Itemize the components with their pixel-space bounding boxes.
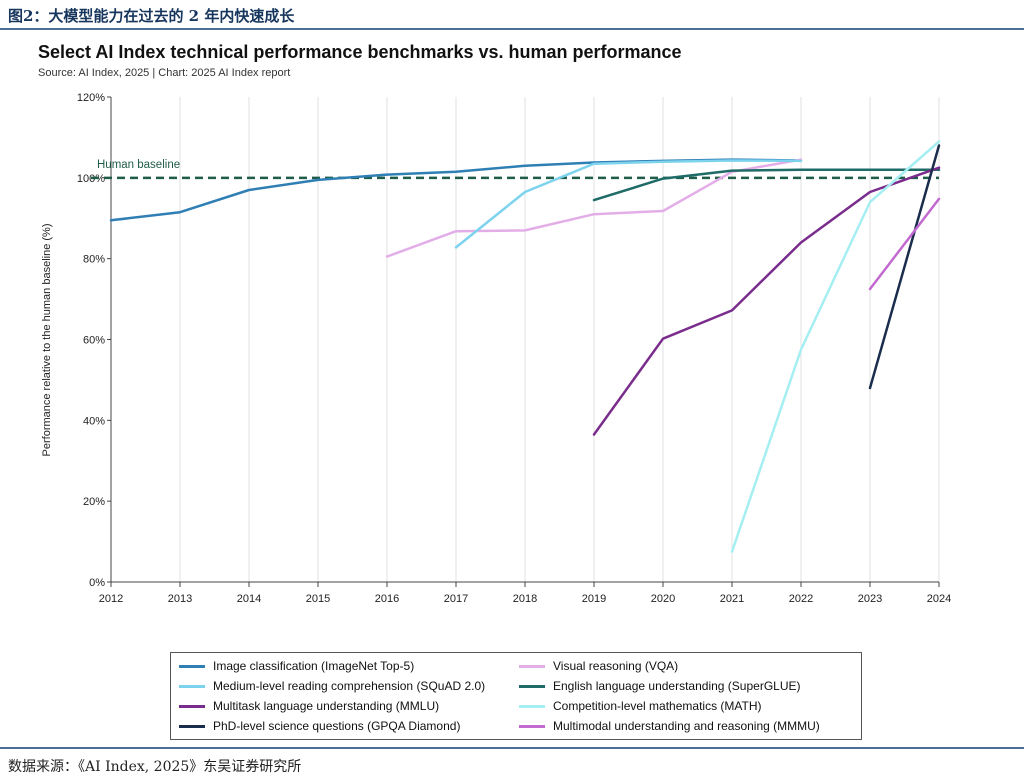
- x-tick-label: 2013: [168, 593, 192, 605]
- legend-swatch: [179, 684, 205, 688]
- y-tick-label: 40%: [83, 415, 105, 427]
- legend-swatch: [519, 684, 545, 688]
- x-tick-label: 2014: [237, 593, 261, 605]
- series-line-8: [868, 197, 941, 291]
- legend-item: Multimodal understanding and reasoning (…: [519, 718, 820, 734]
- legend-item: Image classification (ImageNet Top-5): [179, 658, 414, 674]
- x-tick-label: 2017: [444, 593, 468, 605]
- legend-swatch: [519, 704, 545, 708]
- legend-label: Visual reasoning (VQA): [553, 659, 679, 673]
- legend-item: Competition-level mathematics (MATH): [519, 698, 762, 714]
- legend-label: English language understanding (SuperGLU…: [553, 679, 801, 693]
- legend-label: Competition-level mathematics (MATH): [553, 699, 762, 713]
- y-tick-label: 80%: [83, 254, 105, 266]
- legend-swatch: [179, 664, 205, 668]
- line-chart: Select AI Index technical performance be…: [38, 42, 951, 605]
- legend-swatch: [179, 704, 205, 708]
- figure-caption: 图2：大模型能力在过去的 2 年内快速成长: [8, 7, 295, 25]
- legend-label: Multimodal understanding and reasoning (…: [553, 719, 820, 733]
- legend-item: English language understanding (SuperGLU…: [519, 678, 801, 694]
- series-line-7: [868, 144, 941, 390]
- series-line-5: [592, 166, 941, 436]
- x-tick-label: 2018: [513, 593, 537, 605]
- legend-swatch: [179, 724, 205, 728]
- figure-source: 数据来源：《AI Index, 2025》东吴证券研究所: [8, 759, 302, 775]
- bottom-rule: [0, 747, 1024, 749]
- legend-label: Image classification (ImageNet Top-5): [213, 659, 415, 673]
- x-tick-label: 2012: [99, 593, 123, 605]
- legend-label: PhD-level science questions (GPQA Diamon…: [213, 719, 461, 733]
- y-tick-label: 120%: [77, 92, 105, 104]
- chart-title: Select AI Index technical performance be…: [38, 42, 682, 62]
- x-tick-label: 2021: [720, 593, 744, 605]
- y-tick-label: 60%: [83, 335, 105, 347]
- legend-item: Multitask language understanding (MMLU): [179, 698, 439, 714]
- legend: Image classification (ImageNet Top-5) Vis…: [170, 652, 862, 740]
- series-line-3: [454, 159, 803, 249]
- series-line-4: [592, 168, 941, 202]
- x-tick-label: 2024: [927, 593, 951, 605]
- x-tick-label: 2023: [858, 593, 882, 605]
- y-axis-label: Performance relative to the human baseli…: [41, 224, 53, 457]
- x-tick-label: 2015: [306, 593, 330, 605]
- series-lines: [109, 140, 941, 553]
- top-rule: [0, 28, 1024, 30]
- legend-item: PhD-level science questions (GPQA Diamon…: [179, 718, 460, 734]
- legend-label: Multitask language understanding (MMLU): [213, 699, 440, 713]
- x-tick-label: 2020: [651, 593, 675, 605]
- series-line-6: [730, 140, 941, 553]
- legend-item: Medium-level reading comprehension (SQuA…: [179, 678, 485, 694]
- baseline-label: Human baseline: [97, 159, 180, 171]
- legend-swatch: [519, 724, 545, 728]
- x-tick-label: 2019: [582, 593, 606, 605]
- x-tick-label: 2016: [375, 593, 399, 605]
- legend-swatch: [519, 664, 545, 668]
- legend-label: Medium-level reading comprehension (SQuA…: [213, 679, 486, 693]
- axes: 2012 2013 2014 2015 2016 2017 2018 2019 2020 2021…: [77, 92, 951, 605]
- legend-item: Visual reasoning (VQA): [519, 658, 678, 674]
- y-tick-label: 0%: [89, 577, 105, 589]
- chart-subtitle: Source: AI Index, 2025 | Chart: 2025 AI …: [38, 67, 290, 79]
- x-tick-label: 2022: [789, 593, 813, 605]
- y-tick-label: 20%: [83, 496, 105, 508]
- human-baseline: Human baseline: [91, 159, 939, 180]
